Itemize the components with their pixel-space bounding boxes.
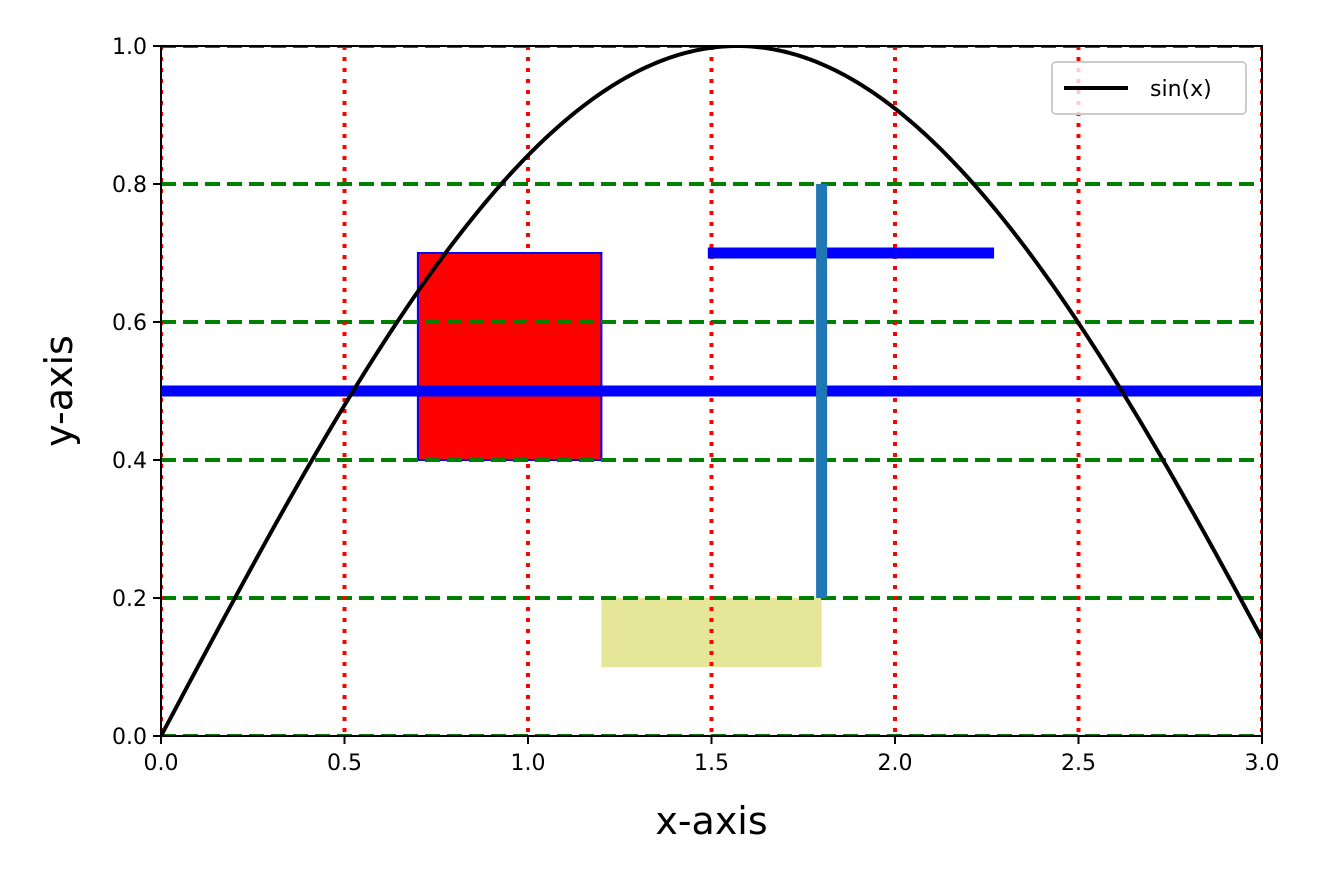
x-tick-label-4: 2.0: [878, 751, 913, 776]
x-tick-label-0: 0.0: [144, 751, 179, 776]
rectangle-0: [416, 252, 603, 461]
x-tick-label-5: 2.5: [1061, 751, 1096, 776]
plot-area: [160, 45, 1263, 737]
y-tick-label-1: 0.2: [112, 587, 147, 612]
x-axis-title: x-axis: [655, 799, 767, 843]
series-line-sin: [161, 46, 1262, 736]
y-tick-label-2: 0.4: [112, 449, 147, 474]
y-tick-label-3: 0.6: [112, 311, 147, 336]
y-axis-title: y-axis: [37, 335, 81, 447]
y-tick-label-5: 1.0: [112, 35, 147, 60]
x-tick-label-6: 3.0: [1245, 751, 1280, 776]
legend-box: [1051, 61, 1247, 115]
legend-label-sin: sin(x): [1150, 77, 1212, 102]
y-tick-label-0: 0.0: [112, 725, 147, 750]
plot-content: [161, 46, 1262, 736]
x-tick-label-2: 1.0: [511, 751, 546, 776]
y-tick-label-4: 0.8: [112, 173, 147, 198]
x-tick-label-1: 0.5: [327, 751, 362, 776]
axis-ticks: 0.0 0.5 1.0 1.5 2.0 2.5 3.0 0.0 0.2 0.4 0.6 0.8 1.0: [112, 35, 1280, 776]
legend: sin(x): [1051, 61, 1247, 115]
x-tick-label-3: 1.5: [694, 751, 729, 776]
